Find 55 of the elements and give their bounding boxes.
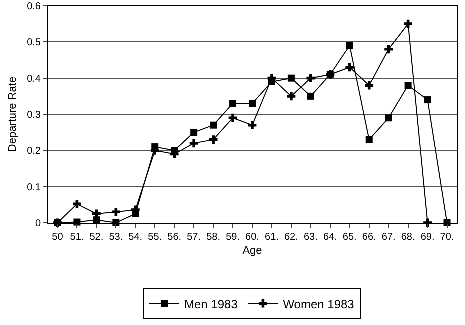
x-tick-label: 68. — [401, 232, 416, 243]
point — [249, 100, 256, 108]
point — [366, 136, 373, 144]
x-tick-label: 64. — [323, 232, 338, 243]
y-tick-label: 0.1 — [27, 182, 42, 194]
x-tick-label: 50 — [52, 232, 64, 243]
x-tick-label: 60. — [246, 232, 260, 243]
point — [306, 74, 316, 83]
point — [307, 92, 314, 100]
x-tick-label: 70. — [440, 232, 454, 243]
x-tick-label: 54. — [128, 232, 143, 243]
point — [112, 208, 120, 216]
y-tick-label: 0 — [35, 218, 42, 230]
y-tick-label: 0.6 — [27, 2, 42, 12]
point — [346, 42, 354, 50]
point — [228, 114, 238, 122]
x-tick-label: 55. — [148, 232, 162, 243]
y-tick-label: 0.5 — [27, 38, 42, 49]
point — [385, 114, 392, 122]
x-tick-label: 66. — [362, 232, 376, 243]
point — [287, 92, 296, 101]
x-tick-label: 62. — [284, 232, 298, 243]
point — [209, 136, 218, 144]
y-tick-label: 0.4 — [27, 74, 42, 85]
point — [365, 81, 374, 90]
y-tick-label: 0.2 — [27, 146, 42, 158]
y-tick-label: 0.3 — [27, 110, 42, 121]
x-tick-label: 67. — [382, 232, 396, 243]
x-tick-label: 61. — [265, 232, 279, 243]
point — [73, 200, 82, 208]
x-tick-label: 58. — [206, 232, 221, 243]
x-tick-label: 69. — [420, 232, 435, 243]
point — [288, 74, 295, 82]
x-tick-label: 56. — [168, 232, 182, 243]
x-tick-label: 65. — [342, 232, 357, 243]
point — [424, 96, 432, 104]
point — [384, 45, 394, 54]
point — [230, 100, 237, 108]
x-tick-label: 63. — [304, 232, 318, 243]
point — [190, 139, 198, 148]
legend-label: Men 1983 — [184, 297, 238, 312]
legend-label: Women 1983 — [283, 297, 355, 312]
point — [404, 20, 413, 28]
point — [346, 63, 354, 72]
point — [210, 122, 218, 129]
point — [248, 121, 257, 130]
point — [404, 82, 412, 90]
x-tick-label: 59. — [226, 232, 240, 243]
x-tick-label: 52. — [90, 232, 104, 243]
point — [190, 129, 198, 136]
x-tick-label: 51. — [70, 232, 84, 243]
x-tick-label: 53. — [109, 232, 124, 243]
x-tick-label: 57. — [187, 232, 202, 243]
x-axis-title: Age — [242, 245, 262, 258]
y-axis-title: Departure Rate — [7, 76, 19, 152]
